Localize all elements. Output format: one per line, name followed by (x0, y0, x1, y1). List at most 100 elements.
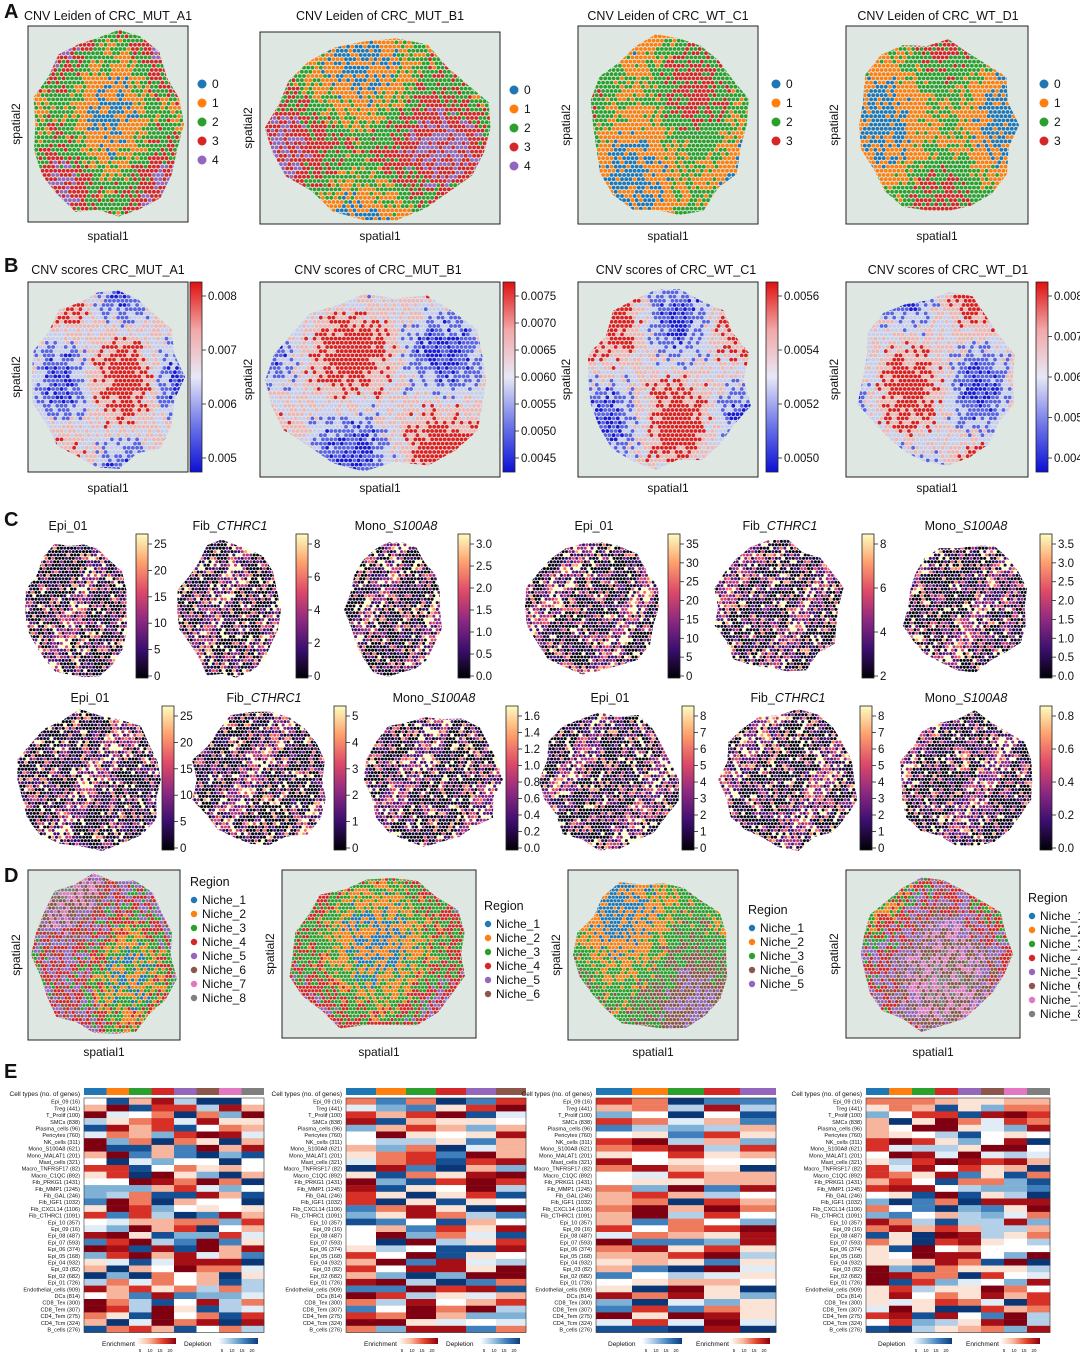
heatmap-cell (496, 1178, 527, 1186)
heatmap-cell (935, 1144, 959, 1152)
heatmap-cell (106, 1232, 130, 1239)
heatmap-cell (632, 1144, 669, 1152)
heatmap-cell (151, 1285, 175, 1293)
colorbar-tick-label: 0.0 (476, 671, 492, 683)
heatmap-cell (174, 1191, 197, 1199)
heatmap-cell (241, 1232, 265, 1239)
heatmap-cell (151, 1151, 175, 1159)
heatmap-cell (912, 1191, 936, 1199)
heatmap-cell (496, 1225, 527, 1233)
heatmap-cell (912, 1272, 936, 1280)
niche-color-bar (346, 1088, 376, 1095)
heatmap-cell (668, 1131, 705, 1139)
heatmap-cell (1027, 1238, 1051, 1246)
heatmap-cell (174, 1165, 197, 1172)
heatmap-cell (912, 1312, 936, 1320)
heatmap-cell (912, 1118, 936, 1125)
heatmap-cell (866, 1278, 890, 1286)
heatmap-row-label: Mono_MALAT1 (201) (809, 1153, 862, 1159)
colorbar-tick-label: 3.0 (1058, 558, 1074, 570)
legend-swatch (1028, 1010, 1036, 1018)
heatmap-cell (740, 1319, 777, 1326)
heatmap-row-label: CD4_Tcm (324) (553, 1321, 592, 1327)
heatmap-cell (740, 1185, 777, 1192)
heatmap-row-label: Epi_06 (374) (310, 1247, 342, 1253)
heatmap-cell (496, 1171, 527, 1179)
heatmap-cell (219, 1171, 242, 1179)
legend-swatch (1028, 940, 1036, 948)
heatmap-cell (981, 1292, 1005, 1300)
colorbar-tick-label: 0.004 (1054, 453, 1080, 465)
heatmap-cell (866, 1124, 890, 1132)
heatmap-cell (406, 1185, 437, 1192)
colorbar-tick-label: 1.4 (524, 728, 541, 740)
heatmap-cell (219, 1205, 242, 1213)
heatmap-cell (241, 1211, 265, 1219)
heatmap-cell (106, 1319, 130, 1326)
legend-depletion-label: Depletion (878, 1341, 906, 1348)
heatmap-cell (406, 1151, 437, 1159)
heatmap-cell (935, 1299, 959, 1306)
heatmap-cell (241, 1165, 265, 1172)
heatmap-cell (406, 1124, 437, 1132)
heatmap-cell (174, 1171, 197, 1179)
heatmap-cell (174, 1292, 197, 1300)
panel-e-heatmap-3: Cell types (no. of genes)Epi_09 (16)Treg… (522, 1088, 777, 1353)
heatmap-cell (346, 1245, 377, 1253)
heatmap-row-label: Fib_MMP1 (1245) (35, 1187, 80, 1193)
panel-b-title: CNV scores of CRC_MUT_B1 (294, 263, 461, 277)
heatmap-cell (958, 1158, 982, 1166)
heatmap-cell (1004, 1265, 1028, 1273)
heatmap-cell (496, 1198, 527, 1206)
heatmap-cell (241, 1319, 265, 1326)
heatmap-cell (889, 1098, 913, 1105)
heatmap-cell (1027, 1252, 1051, 1259)
heatmap-cell (935, 1185, 959, 1192)
heatmap-cell (958, 1178, 982, 1186)
colorbar-tick-label: 0.0 (524, 843, 540, 855)
heatmap-row-label: Epi_09 (16) (51, 1227, 80, 1233)
colorbar-tick-label: 0.0 (1058, 843, 1074, 855)
heatmap-cell (981, 1205, 1005, 1213)
colorbar-tick-label: 3 (878, 794, 884, 806)
heatmap-cell (981, 1198, 1005, 1206)
heatmap-cell (346, 1265, 377, 1273)
heatmap-cell (704, 1218, 741, 1226)
heatmap-cell (84, 1252, 107, 1259)
heatmap-cell (466, 1131, 497, 1139)
heatmap-cell (866, 1272, 890, 1280)
panel-c-title: Mono_S100A8 (355, 519, 438, 533)
heatmap-cell (740, 1238, 777, 1246)
legend-swatch (509, 123, 519, 133)
heatmap-row-label: T_Prolif (100) (828, 1113, 862, 1119)
heatmap-cell (866, 1151, 890, 1159)
heatmap-cell (632, 1171, 669, 1179)
heatmap-cell (740, 1299, 777, 1306)
legend-swatch (771, 79, 781, 89)
heatmap-cell (1004, 1151, 1028, 1159)
heatmap-cell (912, 1158, 936, 1166)
colorbar-tick-label: 0 (154, 671, 160, 683)
heatmap-cell (84, 1258, 107, 1266)
heatmap-cell (241, 1124, 265, 1132)
heatmap-cell (632, 1245, 669, 1253)
heatmap-cell (219, 1144, 242, 1152)
heatmap-row-label: Fib_IGF1 (1032) (821, 1200, 862, 1206)
heatmap-cell (1027, 1278, 1051, 1286)
heatmap-row-label: Epi_09 (16) (313, 1227, 342, 1233)
heatmap-cell (346, 1104, 377, 1112)
heatmap-cell (1027, 1312, 1051, 1320)
heatmap-cell (596, 1292, 633, 1300)
heatmap-cell (406, 1305, 437, 1313)
x-axis-label: spatial1 (632, 1045, 674, 1059)
heatmap-row-label: Endothelial_cells (909) (23, 1287, 80, 1293)
panel-letter-b: B (4, 255, 18, 277)
heatmap-cell (889, 1252, 913, 1259)
heatmap-cell (889, 1131, 913, 1139)
heatmap-cell (596, 1265, 633, 1273)
legend-swatch (509, 161, 519, 171)
heatmap-cell (866, 1299, 890, 1306)
heatmap-cell (935, 1272, 959, 1280)
heatmap-cell (866, 1131, 890, 1139)
heatmap-cell (740, 1118, 777, 1125)
